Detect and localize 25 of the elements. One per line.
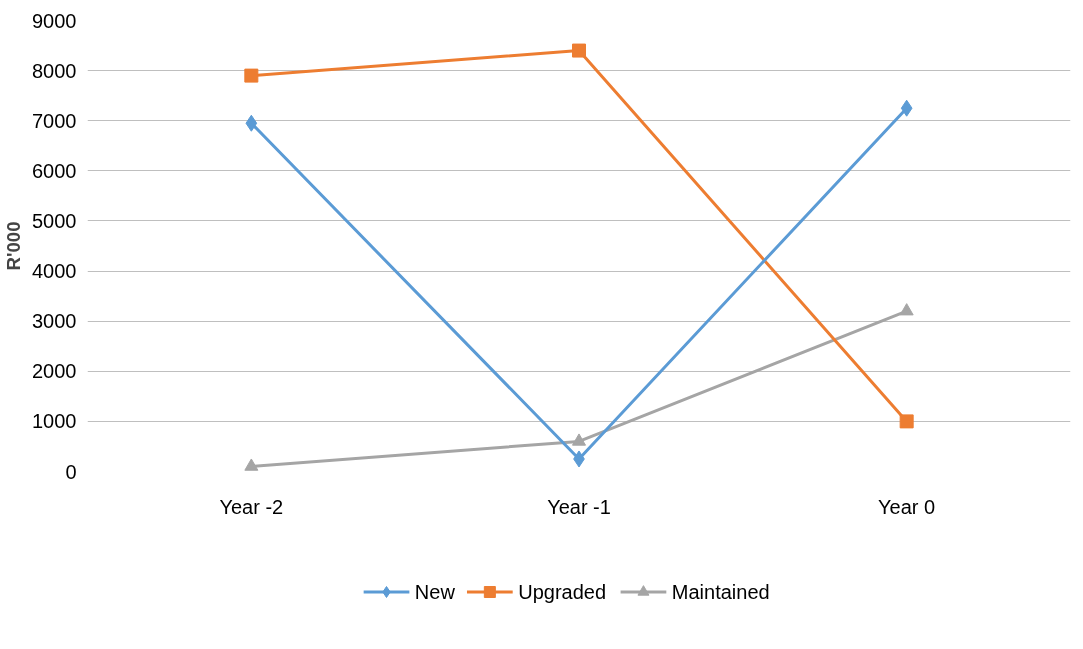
y-tick-label: 0 <box>65 460 77 483</box>
point <box>572 433 586 446</box>
y-tick-label: 6000 <box>32 159 77 182</box>
point <box>245 114 258 132</box>
point <box>244 68 259 83</box>
legend-label: Maintained <box>671 581 770 603</box>
y-tick-label: 9000 <box>32 9 77 32</box>
y-tick-label: 2000 <box>32 360 77 383</box>
y-tick-label: 1000 <box>32 410 77 433</box>
x-tick-label: Year 0 <box>878 495 936 518</box>
y-tick-label: 4000 <box>32 260 77 283</box>
point <box>899 303 914 316</box>
y-tick-label: 8000 <box>32 59 77 82</box>
point <box>900 99 913 117</box>
y-axis-title: R'000 <box>3 221 25 271</box>
point <box>899 414 914 429</box>
point <box>244 458 259 471</box>
legend-label: New <box>414 581 456 603</box>
x-tick-label: Year -2 <box>219 495 284 518</box>
y-tick-label: 3000 <box>32 310 77 333</box>
y-tick-label: 7000 <box>32 109 77 132</box>
legend-label: Upgraded <box>518 581 607 603</box>
point <box>572 43 586 58</box>
y-tick-label: 5000 <box>32 209 77 232</box>
x-tick-label: Year -1 <box>547 495 611 518</box>
